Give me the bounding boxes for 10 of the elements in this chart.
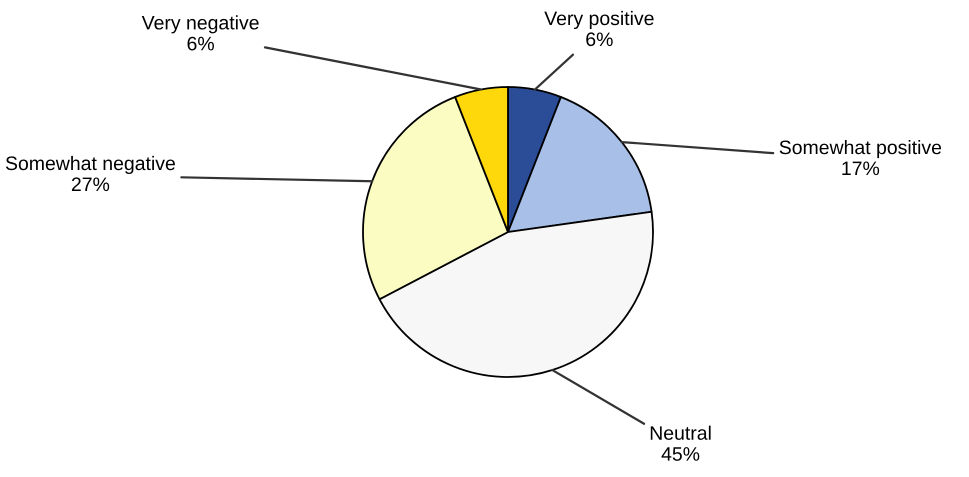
- data-label: 6%: [188, 36, 214, 50]
- data-label: 45%: [662, 447, 700, 461]
- data-label: 17%: [842, 162, 880, 176]
- data-label: 27%: [72, 177, 110, 192]
- slice-label: Somewhat negative: [6, 156, 175, 174]
- data-label: 6%: [586, 32, 613, 46]
- slice-label: Neutral: [650, 426, 711, 440]
- slice-label: Very negative: [142, 15, 259, 34]
- slice-label: Somewhat positive: [780, 140, 942, 158]
- slice-label: Very positive: [544, 10, 654, 30]
